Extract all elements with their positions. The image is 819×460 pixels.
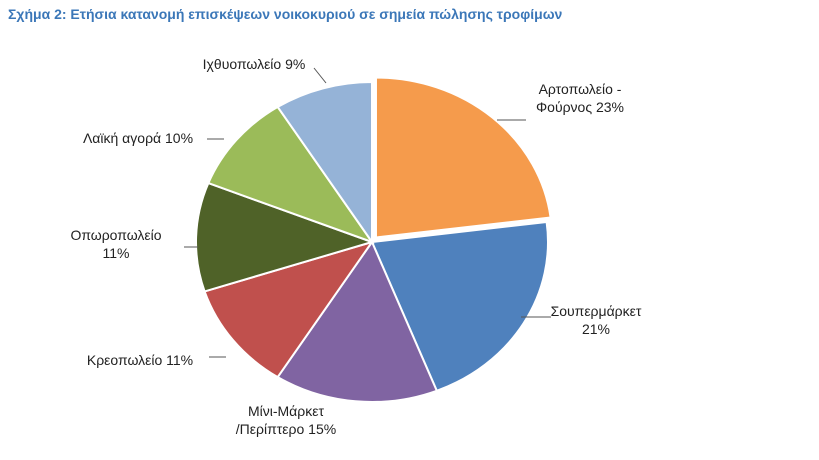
pie-slice-3: [203, 240, 375, 379]
slice-label-line: Μίνι-Μάρκετ: [248, 403, 325, 419]
slice-label-2: Μίνι-Μάρκετ/Περίπτερο 15%: [236, 403, 336, 437]
pie-slice-4: [195, 181, 376, 293]
slice-label-line: Λαϊκή αγορά 10%: [83, 130, 193, 146]
pie-slice-2: [276, 239, 439, 403]
slice-label-line: Αρτοπωλείο -: [539, 81, 622, 97]
slice-labels: Αρτοπωλείο - Φούρνος 23% Σουπερμάρκετ 21% Μί…: [70, 56, 641, 437]
slice-label-1: Σουπερμάρκετ 21%: [551, 303, 642, 337]
slice-label-6: Ιχθυοπωλείο 9%: [203, 56, 306, 72]
slice-label-line: Σουπερμάρκετ: [551, 303, 642, 319]
slice-label-line: Οπωροπωλείο: [70, 227, 161, 243]
slice-label-4: Οπωροπωλείο 11%: [70, 227, 161, 261]
leader-line-6: [313, 67, 327, 84]
slice-label-line: Ιχθυοπωλείο 9%: [203, 56, 306, 72]
slice-label-line: 21%: [582, 321, 610, 337]
slice-label-line: Κρεοπωλείο 11%: [87, 352, 193, 368]
slice-label-line: Φούρνος 23%: [536, 99, 624, 115]
pie-slice-0: [374, 76, 552, 239]
pie-slice-1: [370, 220, 549, 393]
slice-label-line: /Περίπτερο 15%: [236, 421, 336, 437]
slice-label-0: Αρτοπωλείο - Φούρνος 23%: [536, 81, 624, 115]
pie-slices: [195, 76, 552, 403]
leader-lines: [184, 67, 551, 358]
slice-label-5: Λαϊκή αγορά 10%: [83, 130, 193, 146]
pie-slice-5: [207, 105, 375, 245]
pie-slice-6: [276, 80, 373, 246]
slice-label-line: 11%: [103, 245, 130, 261]
chart-title: Σχήμα 2: Ετήσια κατανομή επισκέψεων νοικ…: [8, 6, 563, 22]
slice-label-3: Κρεοπωλείο 11%: [87, 352, 193, 368]
